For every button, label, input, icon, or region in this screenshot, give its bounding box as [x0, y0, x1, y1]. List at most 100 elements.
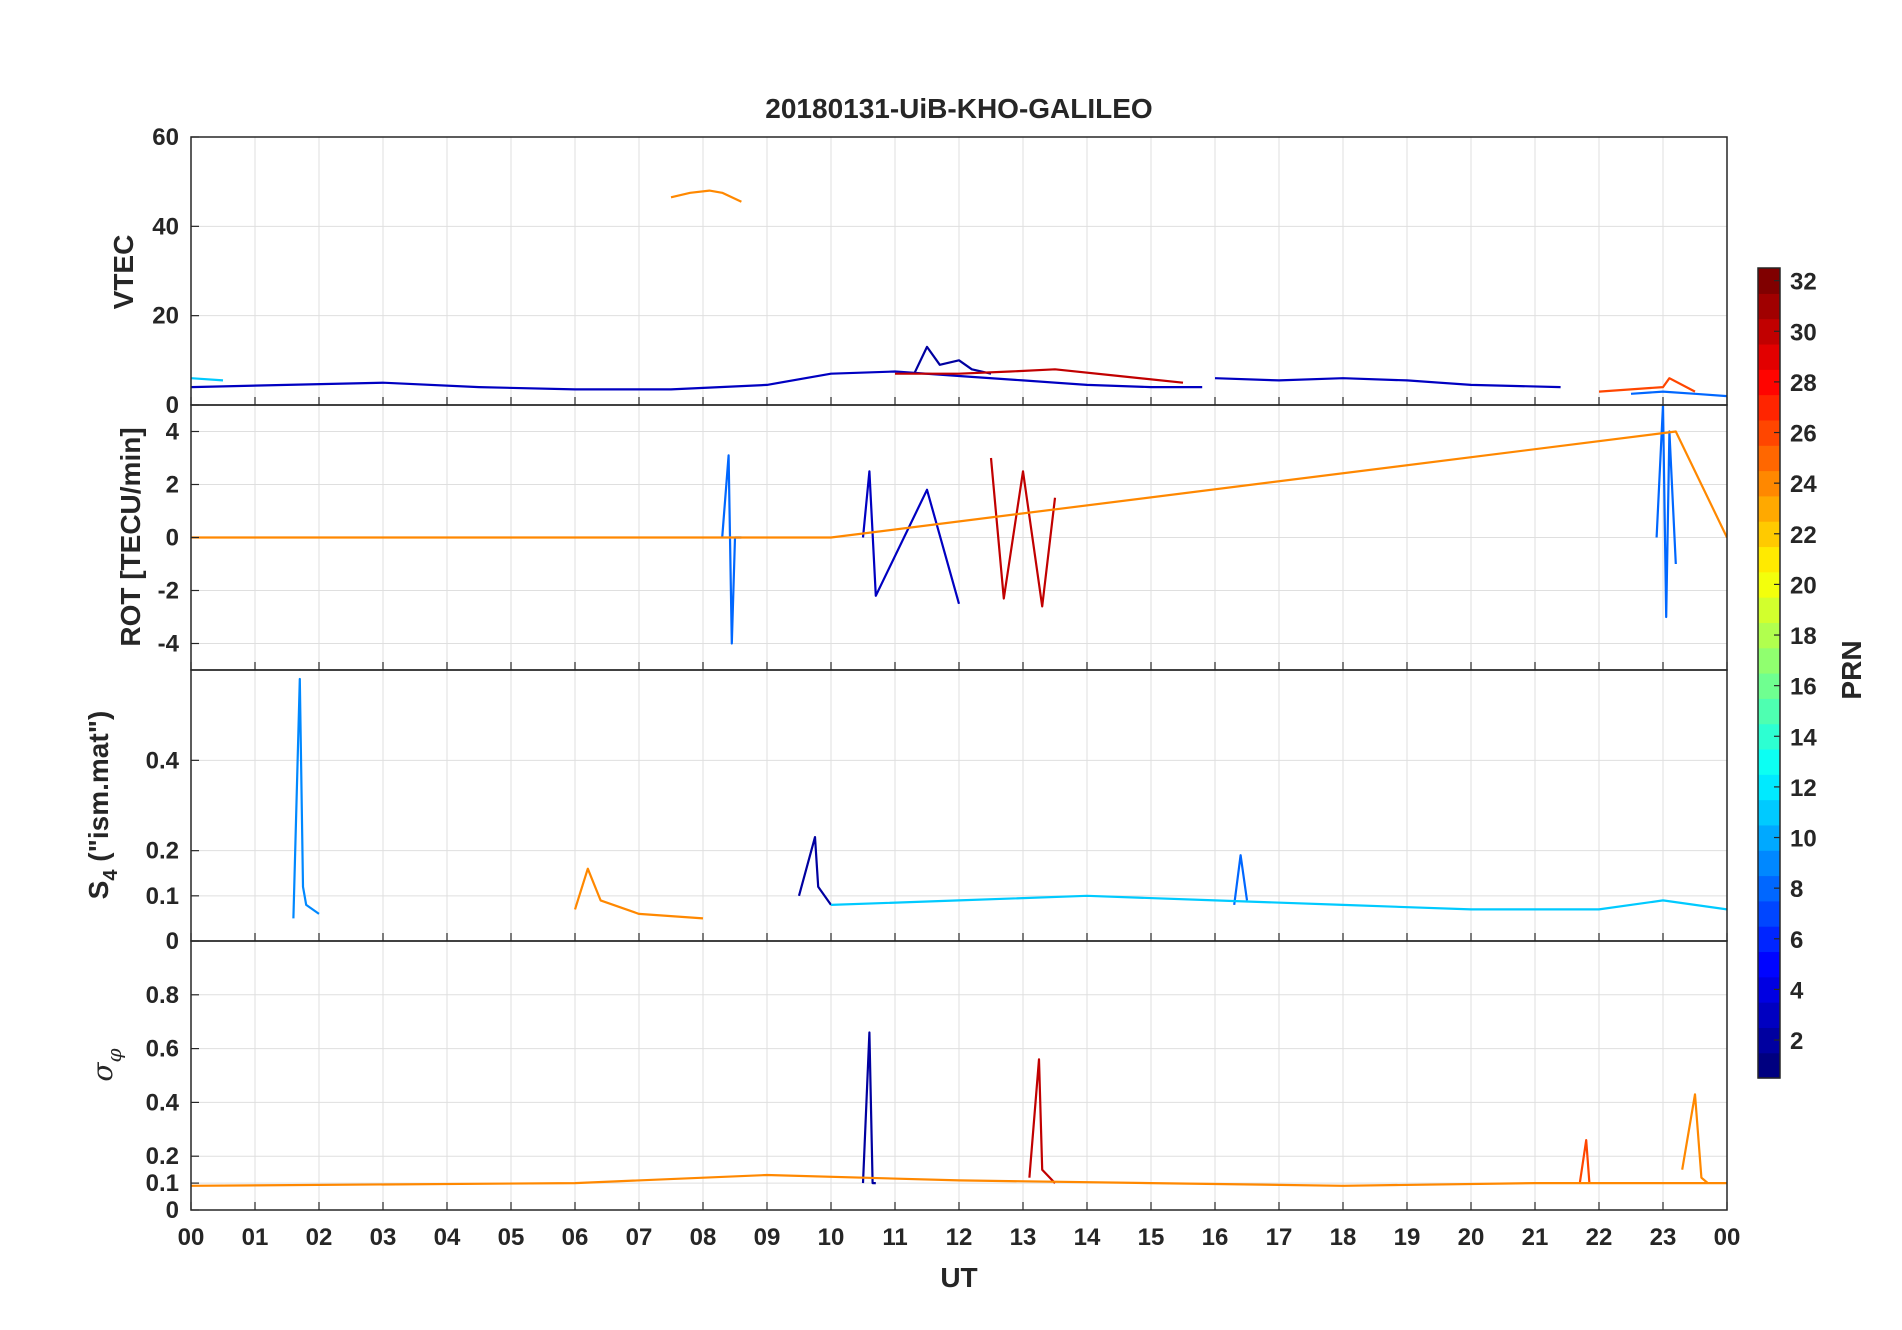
colorbar-segment — [1758, 673, 1780, 699]
colorbar-tick-label: 4 — [1790, 977, 1804, 1004]
colorbar-segment — [1758, 419, 1780, 446]
panel-2-series-line — [989, 457, 1057, 608]
colorbar-segment — [1758, 597, 1780, 623]
tick-labels: 0204060-4-202400.10.20.400.10.20.40.60.8… — [146, 124, 1741, 1251]
colorbar-tick-label: 6 — [1790, 927, 1803, 954]
colorbar-segment — [1758, 521, 1780, 548]
panel-1-series-line — [1598, 377, 1696, 393]
panel-1-ylabel: VTEC — [108, 235, 139, 310]
colorbar-segment — [1758, 445, 1780, 472]
panel-3-series-line — [797, 835, 832, 906]
panel-frames — [190, 136, 1728, 1211]
x-tick-label: 20 — [1458, 1224, 1485, 1251]
panel-2-series-line — [861, 470, 961, 605]
colorbar-tick-label: 18 — [1790, 623, 1817, 650]
x-tick-label: 16 — [1202, 1224, 1229, 1251]
colorbar-segment — [1758, 1027, 1780, 1054]
sigma-letter: σ — [86, 1062, 119, 1082]
x-tick-label: 06 — [562, 1224, 589, 1251]
panel-3-y-tick-label: 0.4 — [146, 747, 180, 774]
x-tick-label: 03 — [370, 1224, 397, 1251]
colorbar-segment — [1758, 369, 1780, 396]
colorbar-tick-label: 16 — [1790, 674, 1817, 701]
x-tick-label: 02 — [306, 1224, 333, 1251]
panel-4-series-line — [861, 1031, 876, 1185]
x-tick-label: 13 — [1010, 1224, 1037, 1251]
panel-2-y-tick-label: 2 — [166, 472, 179, 499]
colorbar-segment — [1758, 293, 1780, 320]
x-tick-label: 04 — [434, 1224, 461, 1251]
panel-3-series-line — [1233, 854, 1249, 906]
colorbar-segment — [1758, 824, 1780, 851]
panel-3-y-tick-label: 0.2 — [146, 838, 179, 865]
panel-2-y-tick-label: -2 — [158, 578, 179, 605]
x-tick-label: 05 — [498, 1224, 525, 1251]
colorbar-segment — [1758, 900, 1780, 927]
chart-title: 20180131-UiB-KHO-GALILEO — [765, 93, 1152, 124]
colorbar-tick-label: 30 — [1790, 319, 1817, 346]
panel-1-series-line — [191, 377, 224, 382]
colorbar-segment — [1758, 1052, 1780, 1079]
panel-4-y-tick-label: 0.8 — [146, 982, 179, 1009]
panel-1-series-line — [913, 345, 992, 375]
panel-4-y-tick-label: 0.4 — [146, 1089, 180, 1116]
panel-2-series-line — [191, 430, 1727, 539]
colorbar-segment — [1758, 799, 1780, 826]
colorbar-tick-label: 10 — [1790, 826, 1817, 853]
x-tick-label: 22 — [1586, 1224, 1613, 1251]
x-tick-label: 00 — [1714, 1224, 1741, 1251]
x-tick-label: 08 — [690, 1224, 717, 1251]
colorbar-segment — [1758, 723, 1780, 750]
panel-1-series-line — [1630, 390, 1727, 398]
x-axis-label: UT — [940, 1262, 977, 1293]
panel-3-y-tick-label: 0.1 — [146, 883, 179, 910]
phi-subscript: φ — [102, 1048, 126, 1062]
colorbar-segment — [1758, 647, 1780, 674]
panel-4-frame — [190, 940, 1728, 1211]
panel-1-y-tick-label: 20 — [152, 303, 179, 330]
x-tick-label: 21 — [1522, 1224, 1549, 1251]
colorbar-segment — [1758, 394, 1780, 421]
panel-4-y-tick-label: 0.6 — [146, 1036, 179, 1063]
colorbar-segment — [1758, 268, 1780, 294]
x-tick-label: 23 — [1650, 1224, 1677, 1251]
x-tick-label: 18 — [1330, 1224, 1357, 1251]
colorbar-label: PRN — [1836, 640, 1867, 699]
panel-1-y-tick-label: 60 — [152, 124, 179, 151]
s4-letter: S — [83, 881, 114, 900]
colorbar-segment — [1758, 875, 1780, 902]
grid-lines — [190, 136, 1728, 1211]
panel-1-series-line — [895, 368, 1184, 384]
x-tick-label: 10 — [818, 1224, 845, 1251]
x-tick-label: 09 — [754, 1224, 781, 1251]
colorbar-segment — [1758, 976, 1780, 1003]
colorbar-tick-label: 24 — [1790, 471, 1817, 498]
panel-2-ylabel: ROT [TECU/min] — [115, 427, 146, 646]
colorbar-segment — [1758, 571, 1780, 598]
series-layer — [191, 189, 1727, 1187]
x-tick-label: 01 — [242, 1224, 269, 1251]
colorbar-segment — [1758, 748, 1780, 775]
panel-2-series-line — [721, 454, 742, 645]
panel-1-series-line — [670, 189, 742, 203]
colorbar-frame — [1757, 267, 1781, 1079]
colorbar-segment — [1758, 698, 1780, 725]
panel-3-series-line — [292, 677, 320, 919]
panel-3-ylabel: S4 ("ism.mat") — [83, 711, 122, 900]
colorbar-segment — [1758, 850, 1780, 877]
colorbar-segment — [1758, 343, 1780, 370]
panel-2-y-tick-label: 0 — [166, 525, 179, 552]
colorbar-tick-label: 32 — [1790, 269, 1817, 296]
panel-1-series-line — [1214, 377, 1561, 389]
colorbar-segment — [1758, 951, 1780, 978]
panel-2-series-line — [1655, 405, 1677, 619]
x-tick-label: 14 — [1074, 1224, 1101, 1251]
colorbar-tick-label: 26 — [1790, 421, 1817, 448]
colorbar-segment — [1758, 318, 1780, 345]
panel-4-y-tick-label: 0.2 — [146, 1143, 179, 1170]
panel-4-series-line — [1578, 1138, 1591, 1184]
x-tick-label: 07 — [626, 1224, 653, 1251]
x-tick-label: 00 — [178, 1224, 205, 1251]
x-tick-label: 19 — [1394, 1224, 1421, 1251]
